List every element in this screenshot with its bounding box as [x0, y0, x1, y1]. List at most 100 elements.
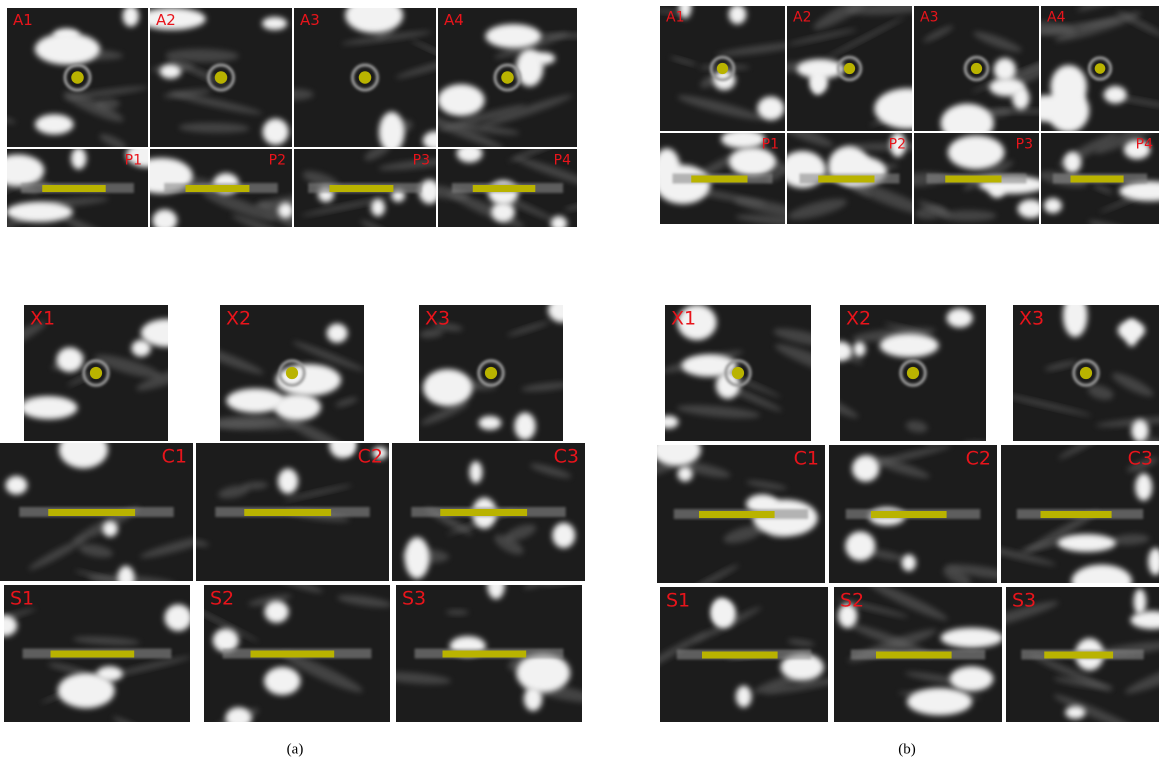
panel-label: A3 [920, 10, 938, 26]
texture [140, 534, 193, 558]
vessel [845, 531, 876, 561]
vessel [550, 216, 568, 227]
image-tile: C3 [1001, 445, 1159, 583]
image-tile: P1 [7, 149, 148, 227]
segmentation [970, 62, 983, 75]
panel-label: P4 [554, 153, 571, 169]
image-tile: X2 [220, 305, 364, 441]
texture [67, 372, 95, 386]
vessel [126, 149, 148, 168]
texture [1044, 360, 1078, 371]
texture [849, 624, 932, 656]
texture [905, 420, 928, 433]
vessel [852, 455, 880, 482]
vessel [4, 615, 18, 637]
texture [104, 656, 190, 678]
vessel [24, 396, 78, 420]
vessel [1135, 473, 1153, 501]
vessel [993, 58, 1016, 82]
segmentation [945, 175, 1002, 183]
vessel [277, 468, 299, 494]
vessel [516, 48, 544, 87]
texture [242, 481, 269, 490]
image-tile: C3 [392, 443, 585, 581]
vessel [117, 565, 135, 581]
texture [689, 564, 739, 583]
vessel [552, 522, 576, 549]
texture [787, 133, 834, 147]
vessel [57, 672, 115, 709]
texture [165, 48, 239, 63]
texture [301, 197, 390, 216]
vessel [1012, 86, 1030, 110]
airway-wall [350, 63, 380, 92]
segmentation [699, 511, 775, 518]
panel-label: S2 [210, 588, 234, 610]
texture [660, 631, 708, 680]
texture [360, 219, 391, 227]
airway-wall [899, 359, 927, 387]
texture [335, 397, 358, 407]
image-tile: S3 [1006, 587, 1159, 722]
vessel [159, 64, 182, 79]
vessel [1103, 86, 1127, 104]
texture [680, 461, 731, 478]
vessel [56, 347, 84, 373]
texture [87, 574, 176, 581]
texture [1087, 385, 1114, 400]
airway-wall [493, 63, 522, 92]
panel-label: A1 [666, 10, 684, 26]
panel-label: A1 [13, 11, 33, 29]
texture [763, 676, 828, 695]
vessel [838, 603, 858, 629]
vessel [164, 604, 190, 632]
vessel [547, 305, 563, 323]
sub-figure-caption: (b) [898, 741, 916, 757]
texture [521, 382, 563, 392]
vessel [122, 8, 139, 27]
vessel [372, 446, 388, 460]
vessel [262, 118, 289, 146]
panel-label: S1 [10, 588, 34, 610]
segmentation [250, 650, 335, 658]
vessel [357, 8, 372, 26]
vessel [715, 371, 740, 399]
image-tile: A3 [294, 8, 436, 147]
vessel [757, 96, 785, 121]
image-tile: P2 [787, 133, 912, 224]
texture [178, 122, 250, 134]
texture [341, 31, 432, 45]
vessel [225, 707, 252, 722]
panel-label: A2 [156, 11, 176, 29]
texture [63, 91, 124, 122]
texture [660, 9, 683, 15]
texture [677, 95, 764, 120]
segmentation [244, 509, 332, 516]
vessel [1130, 611, 1159, 630]
vessel [1065, 705, 1086, 720]
texture [945, 564, 997, 580]
segmentation [906, 366, 920, 380]
segmentation [358, 71, 372, 84]
texture [280, 415, 356, 441]
texture [735, 214, 785, 224]
vessel [487, 585, 505, 600]
texture [202, 190, 276, 222]
segmentation [484, 366, 498, 380]
texture [940, 210, 997, 222]
segmentation [71, 71, 84, 84]
vessel [874, 88, 912, 129]
texture [419, 328, 444, 339]
vessel [796, 59, 845, 79]
vessel [7, 201, 73, 223]
panel-label: P4 [1136, 137, 1153, 153]
segmentation [871, 511, 947, 518]
texture [865, 455, 930, 479]
texture [169, 92, 263, 115]
vessel [226, 388, 285, 413]
texture [196, 538, 209, 547]
vessel [1133, 588, 1147, 615]
texture [846, 6, 912, 15]
vessel [879, 333, 939, 358]
vessel [1119, 181, 1159, 202]
